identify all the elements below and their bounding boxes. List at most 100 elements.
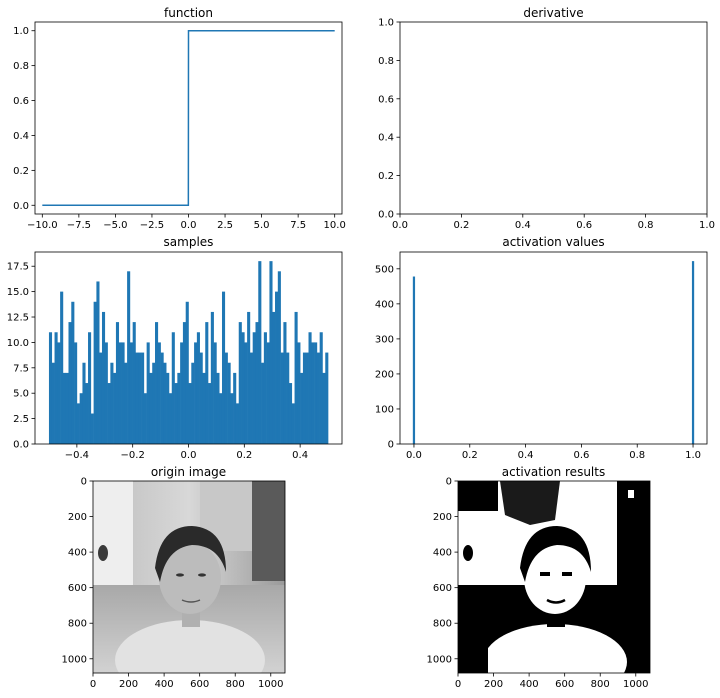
samples-bar: [297, 342, 301, 444]
samples-bar: [272, 311, 276, 444]
samples-bar: [101, 311, 106, 444]
activation-values-xtick-label: 1.0: [685, 450, 701, 461]
activation-values-bars: [412, 261, 695, 444]
origin-image-xtick-label: 200: [119, 679, 138, 690]
samples-bar: [118, 342, 122, 444]
function-ytick-label: 0.0: [13, 201, 29, 212]
activation-values-axes-frame: [399, 251, 708, 445]
activation-results-ytick-label: 200: [433, 512, 452, 523]
samples-bar: [124, 362, 128, 444]
activation-values-ytick-label: 100: [375, 404, 394, 415]
samples-bar: [316, 352, 320, 444]
samples-panel: samples −0.4 −0.2 0.0 0.2 0.4 0.0 2.5 5.0 7.5 10.…: [7, 235, 343, 461]
samples-bar: [157, 342, 161, 444]
samples-bar: [62, 372, 66, 444]
activation-results-ytick-label: 1000: [427, 654, 452, 665]
activation-results-xtick-label: 800: [591, 679, 610, 690]
function-axes-frame: [34, 21, 343, 215]
function-xtick-label: −7.5: [67, 220, 91, 231]
derivative-axes-frame: [399, 21, 708, 215]
samples-bar: [249, 352, 253, 444]
samples-bar: [155, 322, 159, 444]
activation-values-bar: [412, 276, 416, 444]
derivative-title: derivative: [523, 6, 583, 20]
samples-bar: [107, 383, 111, 444]
origin-image-xtick-label: 0: [90, 679, 96, 690]
samples-bar: [294, 311, 298, 444]
samples-bar: [213, 342, 217, 444]
samples-bar: [244, 342, 248, 444]
activation-values-ticks: 0.0 0.2 0.4 0.6 0.8 1.0 0 100 200 300 400 500: [375, 264, 701, 461]
samples-ytick-label: 17.5: [7, 262, 29, 273]
samples-bar: [88, 332, 92, 444]
function-xtick-label: −5.0: [103, 220, 127, 231]
samples-bar: [205, 322, 209, 444]
activation-values-title: activation values: [502, 235, 604, 249]
samples-bar: [51, 362, 55, 444]
samples-bar: [48, 332, 53, 444]
samples-bar: [241, 332, 245, 444]
samples-bar: [269, 261, 273, 444]
samples-bar: [57, 342, 61, 444]
function-xtick-label: 0.0: [181, 220, 197, 231]
samples-bar: [71, 301, 75, 444]
origin-image-title: origin image: [151, 465, 226, 479]
samples-bar: [221, 291, 226, 444]
samples-bar: [305, 352, 309, 444]
samples-xtick-label: 0.0: [181, 450, 197, 461]
samples-bar: [54, 332, 58, 444]
samples-bar: [202, 372, 206, 444]
samples-bar: [182, 322, 187, 444]
samples-bar: [99, 352, 103, 444]
samples-bar: [85, 383, 89, 444]
samples-bar: [208, 383, 212, 444]
function-title: function: [164, 6, 213, 20]
samples-bar: [132, 322, 136, 444]
samples-bar: [141, 352, 145, 444]
samples-bar: [174, 383, 178, 444]
samples-bar: [160, 352, 164, 444]
samples-bar: [96, 281, 100, 444]
samples-ytick-label: 0.0: [13, 440, 29, 451]
activation-results-title: activation results: [502, 465, 605, 479]
activation-results-ytick-label: 400: [433, 548, 452, 559]
samples-bar: [230, 393, 234, 444]
samples-xtick-label: −0.4: [65, 450, 89, 461]
samples-bar: [280, 352, 284, 444]
samples-bar: [68, 322, 72, 444]
activation-values-panel: activation values 0.0 0.2 0.4 0.6 0.8 1.0 0 100…: [375, 235, 708, 461]
samples-bar: [127, 271, 131, 444]
origin-image-ticks: 0 200 400 600 800 1000 0 200 400 600 800 1000: [62, 477, 284, 691]
samples-bar: [110, 362, 114, 444]
derivative-ytick-label: 0.4: [378, 133, 394, 144]
derivative-xtick-label: 0.2: [453, 220, 469, 231]
activation-values-xtick-label: 0.8: [629, 450, 645, 461]
samples-xtick-label: 0.2: [236, 450, 252, 461]
function-xtick-label: −2.5: [140, 220, 164, 231]
samples-bar: [219, 393, 223, 444]
samples-bar: [146, 342, 150, 444]
samples-bar: [149, 372, 153, 444]
samples-bar: [180, 342, 184, 444]
samples-bar: [277, 271, 281, 444]
samples-bar: [286, 352, 290, 444]
function-series-line: [42, 29, 335, 207]
function-panel: function −10.0 −7.5 −5.0 −2.5 0.0 2.5 5.0 7.5 10…: [13, 6, 346, 231]
samples-bar: [238, 322, 242, 444]
samples-bar: [311, 342, 315, 444]
derivative-ytick-label: 0.8: [378, 56, 394, 67]
origin-image-axes-frame: [92, 480, 286, 674]
function-xtick-label: 2.5: [217, 220, 233, 231]
derivative-ytick-label: 0.6: [378, 94, 394, 105]
function-ytick-label: 0.8: [13, 61, 29, 72]
samples-bar: [227, 362, 231, 444]
activation-values-xtick-label: 0.0: [406, 450, 422, 461]
samples-bar: [113, 372, 117, 444]
samples-ticks: −0.4 −0.2 0.0 0.2 0.4 0.0 2.5 5.0 7.5 10.0 12.5 15.…: [7, 262, 308, 461]
samples-bar: [283, 322, 287, 444]
activation-results-xtick-label: 1000: [623, 679, 648, 690]
samples-bar: [224, 352, 228, 444]
derivative-xtick-label: 1.0: [699, 220, 715, 231]
origin-image-xtick-label: 800: [226, 679, 245, 690]
